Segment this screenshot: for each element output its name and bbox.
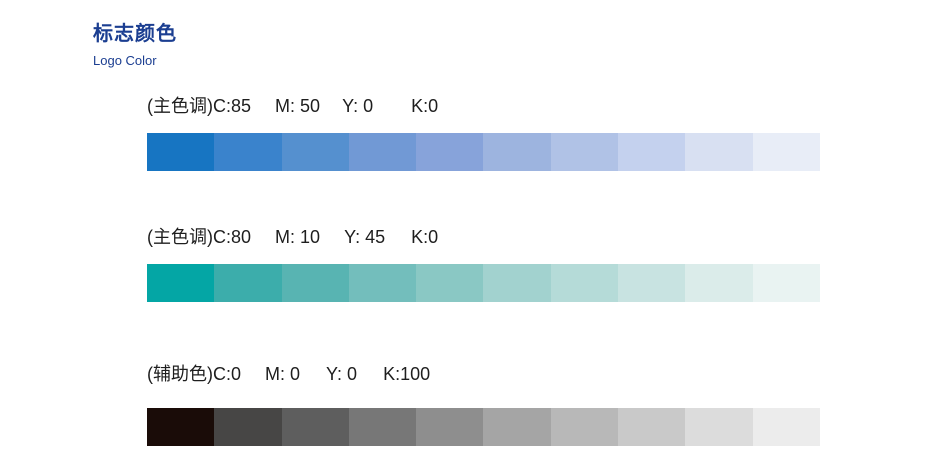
color-swatch-6: [483, 408, 551, 446]
swatch-row-secondary-black: [147, 408, 820, 446]
cyan-value: C:0: [213, 364, 242, 384]
color-swatch-4: [348, 408, 417, 446]
color-swatch-3: [281, 133, 349, 171]
color-swatch-7: [550, 408, 619, 446]
color-swatch-3: [281, 264, 349, 302]
swatch-row-primary-teal: [147, 264, 820, 302]
color-swatch-7: [550, 264, 619, 302]
color-spec-label-secondary-black: (辅助色)C:0 M: 0 Y: 0 K:100: [147, 362, 430, 386]
color-swatch-3: [281, 408, 349, 446]
color-swatch-9: [685, 264, 753, 302]
magenta-value: M: 50: [275, 96, 321, 116]
swatch-row-primary-blue: [147, 133, 820, 171]
color-swatch-5: [416, 133, 484, 171]
black-value: K:0: [411, 227, 439, 247]
color-swatch-2: [214, 408, 282, 446]
color-role-label: (主色调): [147, 96, 213, 116]
color-swatch-1: [147, 133, 215, 171]
color-swatch-4: [348, 133, 417, 171]
color-swatch-7: [550, 133, 619, 171]
color-swatch-1: [147, 408, 215, 446]
color-swatch-8: [618, 408, 686, 446]
yellow-value: Y: 45: [344, 227, 386, 247]
magenta-value: M: 0: [265, 364, 301, 384]
cyan-value: C:80: [213, 227, 252, 247]
yellow-value: Y: 0: [342, 96, 374, 116]
color-swatch-9: [685, 408, 753, 446]
color-swatch-5: [416, 408, 484, 446]
color-swatch-4: [348, 264, 417, 302]
page-subtitle: Logo Color: [93, 53, 157, 68]
yellow-value: Y: 0: [326, 364, 358, 384]
color-swatch-6: [483, 264, 551, 302]
color-swatch-9: [685, 133, 753, 171]
color-swatch-6: [483, 133, 551, 171]
color-spec-label-primary-blue: (主色调)C:85 M: 50 Y: 0 K:0: [147, 94, 438, 118]
color-swatch-10: [752, 408, 820, 446]
color-spec-label-primary-teal: (主色调)C:80 M: 10 Y: 45 K:0: [147, 225, 438, 249]
color-swatch-2: [214, 264, 282, 302]
color-swatch-8: [618, 133, 686, 171]
black-value: K:0: [411, 96, 439, 116]
page-title: 标志颜色: [93, 21, 177, 45]
color-swatch-1: [147, 264, 215, 302]
magenta-value: M: 10: [275, 227, 321, 247]
cyan-value: C:85: [213, 96, 252, 116]
color-swatch-10: [752, 133, 820, 171]
color-swatch-8: [618, 264, 686, 302]
color-swatch-5: [416, 264, 484, 302]
color-role-label: (主色调): [147, 227, 213, 247]
color-swatch-2: [214, 133, 282, 171]
black-value: K:100: [383, 364, 431, 384]
color-swatch-10: [752, 264, 820, 302]
color-role-label: (辅助色): [147, 364, 213, 384]
